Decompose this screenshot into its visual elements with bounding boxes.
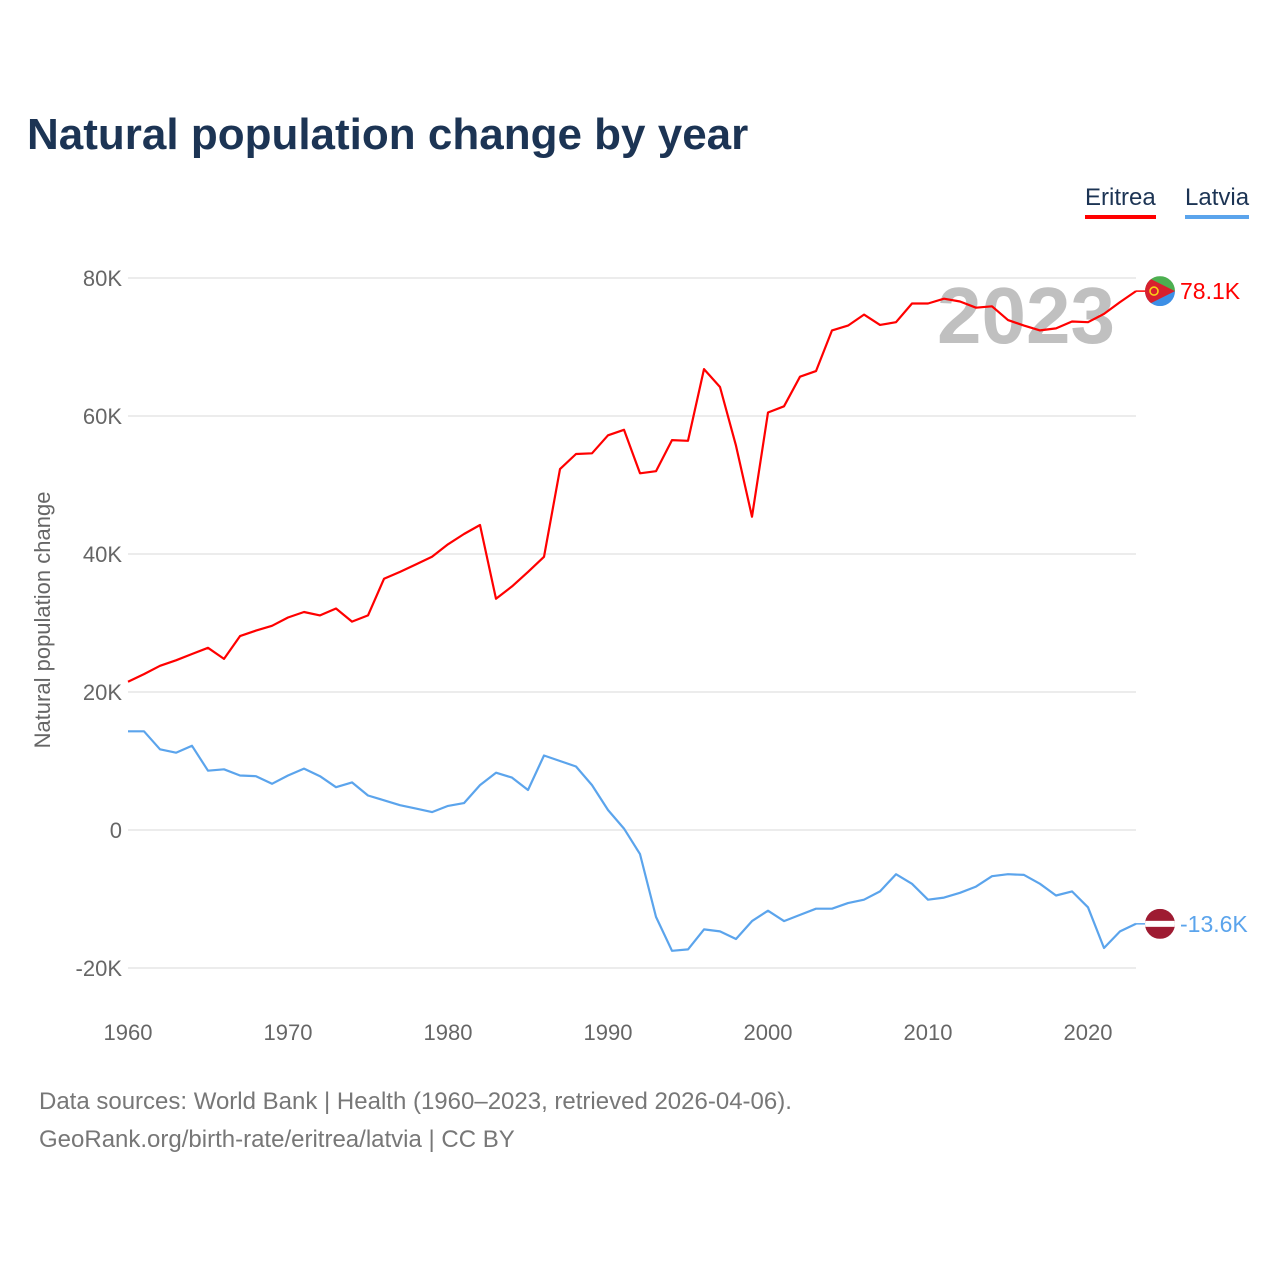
y-tick-label: 0 <box>110 818 122 843</box>
x-tick-label: 1960 <box>104 1020 153 1045</box>
x-tick-label: 2020 <box>1064 1020 1113 1045</box>
x-tick-label: 1970 <box>264 1020 313 1045</box>
latvia-flag-icon <box>1145 908 1175 939</box>
legend-item-latvia[interactable]: Latvia <box>1185 184 1250 219</box>
eritrea-flag-icon <box>1145 276 1175 307</box>
y-tick-label: -20K <box>76 956 123 981</box>
series-line-latvia <box>128 730 1137 952</box>
y-tick-label: 60K <box>83 404 122 429</box>
x-tick-label: 2000 <box>744 1020 793 1045</box>
footer-source: Data sources: World Bank | Health (1960–… <box>39 1088 792 1115</box>
x-tick-label: 1990 <box>584 1020 633 1045</box>
y-tick-label: 40K <box>83 542 122 567</box>
y-tick-label: 20K <box>83 680 122 705</box>
legend-item-eritrea[interactable]: Eritrea <box>1085 184 1156 219</box>
y-tick-label: 80K <box>83 266 122 291</box>
end-value-label: 78.1K <box>1180 278 1241 304</box>
x-tick-label: 2010 <box>904 1020 953 1045</box>
chart-title: Natural population change by year <box>27 110 749 159</box>
series-line-eritrea <box>127 290 1137 683</box>
footer-attribution: GeoRank.org/birth-rate/eritrea/latvia | … <box>39 1126 515 1153</box>
year-watermark: 2023 <box>937 271 1115 360</box>
x-tick-label: 1980 <box>424 1020 473 1045</box>
end-value-label: -13.6K <box>1180 911 1248 937</box>
